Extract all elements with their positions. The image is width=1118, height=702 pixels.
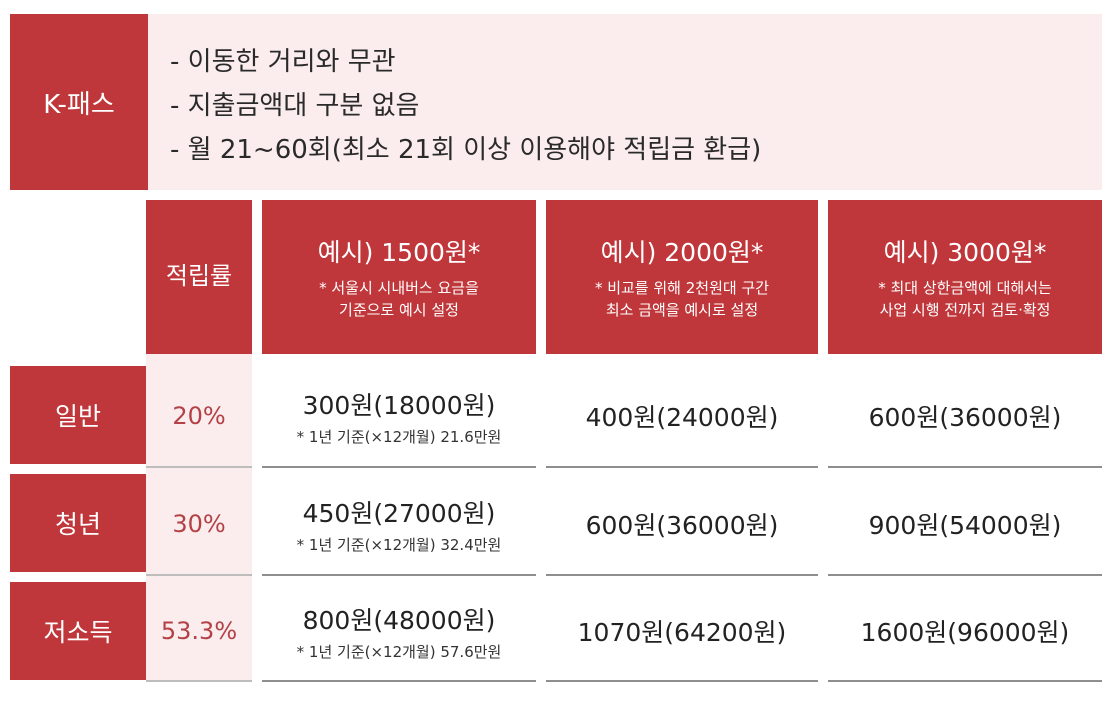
header-example-note: 최소 금액을 예시로 설정 — [605, 301, 759, 319]
header-example-1500: 예시) 1500원* * 서울시 시내버스 요금을 기준으로 예시 설정 — [262, 200, 536, 354]
table-cell-low-income-1500: 800원(48000원) * 1년 기준(×12개월) 57.6만원 — [262, 582, 536, 682]
table-cell-youth-1500: 450원(27000원) * 1년 기준(×12개월) 32.4만원 — [262, 474, 536, 576]
header-example-2000: 예시) 2000원* * 비교를 위해 2천원대 구간 최소 금액을 예시로 설… — [546, 200, 818, 354]
cell-value: 400원(24000원) — [585, 403, 779, 432]
cell-value: 300원(18000원) — [302, 390, 496, 420]
cell-value: 800원(48000원) — [302, 605, 496, 635]
rate-column-background — [146, 354, 252, 680]
kpass-line-usage: - 월 21~60회(최소 21회 이상 이용해야 적립금 환급) — [170, 135, 762, 165]
header-example-note: * 비교를 위해 2천원대 구간 — [594, 279, 770, 297]
header-example-note: * 서울시 시내버스 요금을 — [319, 279, 479, 297]
kpass-line-spending: - 지출금액대 구분 없음 — [170, 91, 420, 121]
header-example-note: * 최대 상한금액에 대해서는 — [878, 279, 1052, 297]
header-example-title: 예시) 1500원* — [317, 238, 481, 267]
rate-youth: 30% — [146, 474, 252, 576]
header-rate: 적립률 — [146, 200, 252, 354]
table-cell-low-income-3000: 1600원(96000원) — [828, 582, 1102, 682]
cell-annual-note: * 1년 기준(×12개월) 57.6만원 — [296, 642, 502, 661]
row-label-general: 일반 — [10, 366, 146, 464]
header-example-note: 사업 시행 전까지 검토·확정 — [879, 301, 1051, 319]
kpass-label: K-패스 — [10, 14, 148, 190]
table-cell-youth-2000: 600원(36000원) — [546, 474, 818, 576]
rate-low-income: 53.3% — [146, 582, 252, 682]
table-cell-youth-3000: 900원(54000원) — [828, 474, 1102, 576]
header-example-note: 기준으로 예시 설정 — [339, 301, 459, 319]
header-example-3000: 예시) 3000원* * 최대 상한금액에 대해서는 사업 시행 전까지 검토·… — [828, 200, 1102, 354]
cell-value: 600원(36000원) — [868, 403, 1062, 432]
header-example-title: 예시) 2000원* — [600, 238, 764, 267]
table-cell-general-3000: 600원(36000원) — [828, 366, 1102, 468]
row-label-low-income: 저소득 — [10, 582, 146, 680]
row-label-youth: 청년 — [10, 474, 146, 572]
kpass-line-distance: - 이동한 거리와 무관 — [170, 47, 396, 77]
table-cell-general-2000: 400원(24000원) — [546, 366, 818, 468]
cell-value: 1070원(64200원) — [577, 618, 787, 647]
cell-annual-note: * 1년 기준(×12개월) 21.6만원 — [296, 427, 502, 446]
cell-value: 1600원(96000원) — [860, 618, 1070, 647]
kpass-description: - 이동한 거리와 무관 - 지출금액대 구분 없음 - 월 21~60회(최소… — [148, 14, 1102, 190]
cell-value: 900원(54000원) — [868, 511, 1062, 540]
cell-annual-note: * 1년 기준(×12개월) 32.4만원 — [296, 535, 502, 554]
table-cell-low-income-2000: 1070원(64200원) — [546, 582, 818, 682]
rate-general: 20% — [146, 366, 252, 468]
cell-value: 600원(36000원) — [585, 511, 779, 540]
table-cell-general-1500: 300원(18000원) * 1년 기준(×12개월) 21.6만원 — [262, 366, 536, 468]
cell-value: 450원(27000원) — [302, 498, 496, 528]
header-example-title: 예시) 3000원* — [883, 238, 1047, 267]
